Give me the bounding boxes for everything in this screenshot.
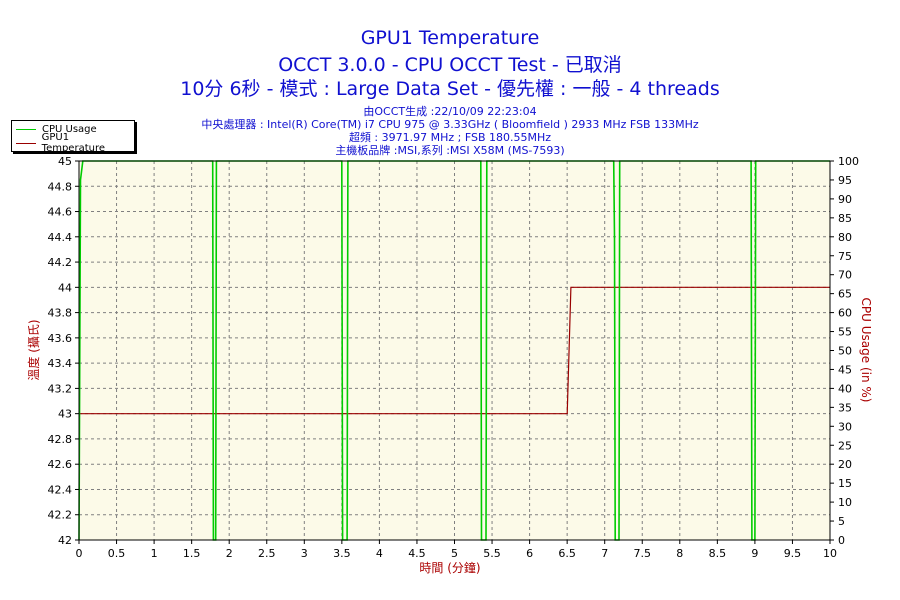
y-left-tick-label: 44.8 — [48, 180, 73, 193]
x-tick-label: 9.5 — [784, 547, 802, 560]
x-tick-label: 2.5 — [258, 547, 276, 560]
legend-label-gpu1-temperature: GPU1 Temperature — [41, 132, 106, 154]
info-generated: 由OCCT生成 :22/10/09 22:23:04 — [363, 105, 537, 118]
x-tick-label: 3.5 — [333, 547, 351, 560]
y-left-tick-label: 42.2 — [48, 509, 73, 522]
chart-subtitle-mode: 10分 6秒 - 模式 : Large Data Set - 優先權 : 一般 … — [180, 78, 720, 100]
y-right-tick-label: 15 — [838, 477, 852, 490]
y-axis-label-right: CPU Usage (in %) — [859, 298, 873, 403]
legend: CPU Usage GPU1 Temperature — [11, 120, 135, 154]
legend-item-gpu1-temperature: GPU1 Temperature — [16, 132, 134, 154]
y-right-tick-label: 75 — [838, 250, 852, 263]
y-right-tick-label: 10 — [838, 496, 852, 509]
y-right-tick-label: 60 — [838, 307, 852, 320]
y-left-tick-label: 42.8 — [48, 433, 73, 446]
x-tick-label: 1.5 — [183, 547, 201, 560]
y-left-tick-label: 43.2 — [48, 382, 73, 395]
y-right-tick-label: 90 — [838, 193, 852, 206]
x-tick-label: 5 — [451, 547, 458, 560]
y-right-tick-label: 65 — [838, 288, 852, 301]
x-tick-label: 10 — [823, 547, 837, 560]
plot-frame — [78, 160, 831, 541]
info-overclock: 超頻 : 3971.97 MHz ; FSB 180.55MHz — [348, 131, 552, 144]
y-left-tick-label: 42 — [58, 534, 72, 547]
legend-swatch-gpu1-temperature — [16, 142, 36, 144]
y-right-tick-label: 35 — [838, 401, 852, 414]
y-right-tick-label: 55 — [838, 326, 852, 339]
y-left-tick-label: 43.4 — [48, 357, 73, 370]
y-left-tick-label: 45 — [58, 155, 72, 168]
y-left-tick-label: 44.6 — [48, 206, 73, 219]
plot-area — [79, 161, 830, 540]
x-tick-label: 0.5 — [108, 547, 126, 560]
info-cpu: 中央處理器 : Intel(R) Core(TM) i7 CPU 975 @ 3… — [201, 118, 699, 131]
x-tick-label: 3 — [301, 547, 308, 560]
y-left-tick-label: 43 — [58, 408, 72, 421]
y-left-tick-label: 43.6 — [48, 332, 73, 345]
legend-label-cpu-usage: CPU Usage — [42, 123, 97, 135]
x-tick-label: 6 — [526, 547, 533, 560]
x-tick-label: 4.5 — [408, 547, 426, 560]
tick-labels: 0 0.5 1 1.5 2 2.5 3 3.5 4 4.5 5 5.5 6 6.5 7 7.5 8 8.5 9 9.5… — [48, 155, 860, 560]
y-right-tick-label: 95 — [838, 174, 852, 187]
y-right-tick-label: 40 — [838, 382, 852, 395]
x-tick-label: 4 — [376, 547, 383, 560]
x-tick-label: 7.5 — [634, 547, 652, 560]
y-left-tick-label: 44.2 — [48, 256, 73, 269]
info-motherboard: 主機板品牌 :MSI,系列 :MSI X58M (MS-7593) — [335, 144, 565, 157]
y-right-tick-label: 30 — [838, 420, 852, 433]
x-tick-label: 0 — [76, 547, 83, 560]
x-tick-label: 8 — [676, 547, 683, 560]
y-right-tick-label: 25 — [838, 439, 852, 452]
chart-subtitle-test: OCCT 3.0.0 - CPU OCCT Test - 已取消 — [278, 54, 622, 76]
legend-swatch-cpu-usage — [16, 128, 36, 130]
y-right-tick-label: 45 — [838, 363, 852, 376]
y-left-tick-label: 44 — [58, 281, 72, 294]
x-tick-label: 5.5 — [483, 547, 501, 560]
y-axis-label-left: 溫度 (攝氏) — [26, 319, 41, 380]
x-tick-label: 9 — [751, 547, 758, 560]
x-tick-label: 7 — [601, 547, 608, 560]
y-right-tick-label: 80 — [838, 231, 852, 244]
y-right-tick-label: 85 — [838, 212, 852, 225]
series-line-gpu1-temperature — [79, 286, 830, 415]
y-left-tick-label: 42.4 — [48, 483, 73, 496]
legend-item-cpu-usage: CPU Usage — [16, 123, 97, 135]
axes-group — [75, 160, 834, 544]
y-right-tick-label: 100 — [838, 155, 859, 168]
y-left-tick-label: 42.6 — [48, 458, 73, 471]
chart-title: GPU1 Temperature — [360, 27, 540, 49]
y-left-tick-label: 43.8 — [48, 307, 73, 320]
y-right-tick-label: 50 — [838, 345, 852, 358]
x-tick-label: 2 — [226, 547, 233, 560]
y-right-tick-label: 5 — [838, 515, 845, 528]
x-tick-label: 8.5 — [709, 547, 727, 560]
x-axis-label: 時間 (分鐘) — [419, 560, 480, 575]
y-right-tick-label: 0 — [838, 534, 845, 547]
y-left-tick-label: 44.4 — [48, 231, 73, 244]
y-right-tick-label: 20 — [838, 458, 852, 471]
x-tick-label: 6.5 — [558, 547, 576, 560]
x-tick-label: 1 — [151, 547, 158, 560]
y-right-tick-label: 70 — [838, 269, 852, 282]
